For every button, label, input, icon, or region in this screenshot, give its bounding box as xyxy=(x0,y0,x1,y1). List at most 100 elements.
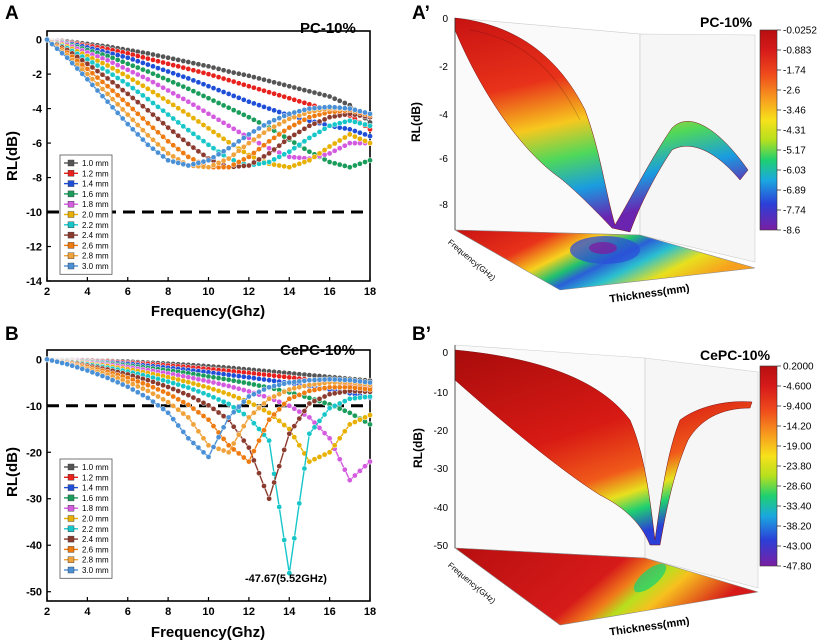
legend-label: 1.6 mm xyxy=(82,494,109,503)
data-point xyxy=(286,379,293,386)
data-point xyxy=(134,64,141,71)
data-point xyxy=(114,62,121,68)
data-point xyxy=(175,381,182,388)
data-point xyxy=(261,76,267,83)
data-point xyxy=(276,142,283,149)
data-point xyxy=(170,90,177,97)
data-point xyxy=(341,100,348,106)
data-point xyxy=(195,61,202,68)
panel-a-ylabel: RL(dB) xyxy=(4,131,21,181)
data-point xyxy=(155,72,161,79)
data-point xyxy=(175,160,182,166)
data-point xyxy=(200,152,207,158)
data-point xyxy=(306,114,313,121)
data-point xyxy=(185,162,192,169)
data-point xyxy=(291,385,298,392)
legend-label: 1.8 mm xyxy=(82,504,109,513)
data-point xyxy=(200,413,207,419)
data-point xyxy=(311,387,318,393)
data-point xyxy=(281,118,288,125)
data-point xyxy=(215,87,222,93)
data-point xyxy=(261,407,267,413)
data-point xyxy=(240,111,247,118)
data-point xyxy=(296,378,303,385)
data-point xyxy=(104,68,111,75)
data-point xyxy=(210,72,217,79)
data-point xyxy=(220,376,227,382)
data-point xyxy=(119,96,126,103)
data-point xyxy=(190,67,197,74)
data-point xyxy=(129,69,136,76)
data-point xyxy=(195,409,202,416)
data-point xyxy=(286,124,293,131)
data-point xyxy=(301,99,308,106)
data-point xyxy=(336,97,343,104)
data-point xyxy=(145,107,151,114)
legend-swatch xyxy=(67,505,75,512)
data-point xyxy=(341,125,348,132)
data-point xyxy=(321,399,328,406)
data-point xyxy=(326,159,333,165)
data-point xyxy=(200,107,207,114)
data-point xyxy=(246,114,252,121)
b3d-ztick: -10 xyxy=(434,388,449,399)
data-point xyxy=(352,384,358,391)
data-point xyxy=(145,382,151,388)
data-point xyxy=(170,102,177,108)
data-point xyxy=(129,381,136,387)
data-point xyxy=(220,157,227,164)
data-point xyxy=(175,57,182,63)
data-point xyxy=(346,395,353,402)
data-point xyxy=(190,77,197,84)
data-point xyxy=(261,87,267,94)
data-point xyxy=(114,52,121,58)
data-point xyxy=(301,116,308,123)
data-point xyxy=(316,91,323,97)
data-point xyxy=(134,99,141,105)
data-point xyxy=(281,388,288,395)
data-point xyxy=(129,386,136,393)
data-point xyxy=(165,54,171,61)
data-point xyxy=(230,141,237,148)
data-point xyxy=(246,98,252,105)
data-point xyxy=(145,141,151,148)
data-point xyxy=(256,371,262,377)
data-point xyxy=(155,149,161,156)
data-point xyxy=(175,132,182,139)
y-tick-label: -10 xyxy=(26,401,42,413)
data-point xyxy=(134,131,141,138)
legend-swatch xyxy=(67,546,75,553)
data-point xyxy=(331,402,338,409)
data-point xyxy=(316,395,323,402)
data-point xyxy=(336,389,343,396)
data-point xyxy=(326,449,333,456)
data-point xyxy=(352,395,358,402)
data-point xyxy=(165,390,171,397)
data-point xyxy=(145,61,151,68)
data-point xyxy=(240,379,247,386)
data-point xyxy=(240,149,247,155)
data-point xyxy=(256,86,262,93)
data-point xyxy=(220,119,227,126)
data-point xyxy=(251,381,257,388)
colorbar-tick-label: -33.40 xyxy=(783,502,812,513)
data-point xyxy=(367,393,373,400)
data-point xyxy=(326,435,333,442)
data-point xyxy=(235,378,242,385)
y-tick-label: -30 xyxy=(26,494,42,506)
data-point xyxy=(94,371,101,378)
data-point xyxy=(336,456,343,463)
data-point xyxy=(124,54,131,61)
data-point xyxy=(180,150,187,156)
data-point xyxy=(230,440,237,447)
data-point xyxy=(170,79,177,86)
data-point xyxy=(225,139,232,146)
data-point xyxy=(251,84,257,91)
legend-label: 1.6 mm xyxy=(82,190,109,199)
data-point xyxy=(195,160,202,166)
data-point xyxy=(44,36,50,43)
a3d-colorbar-labels: -0.0252 -0.883 -1.74 -2.6 -3.46 -4.31 -5.17 -6.… xyxy=(777,26,817,237)
y-tick-label: -4 xyxy=(32,104,43,116)
data-point xyxy=(225,77,232,83)
data-point xyxy=(306,395,313,401)
